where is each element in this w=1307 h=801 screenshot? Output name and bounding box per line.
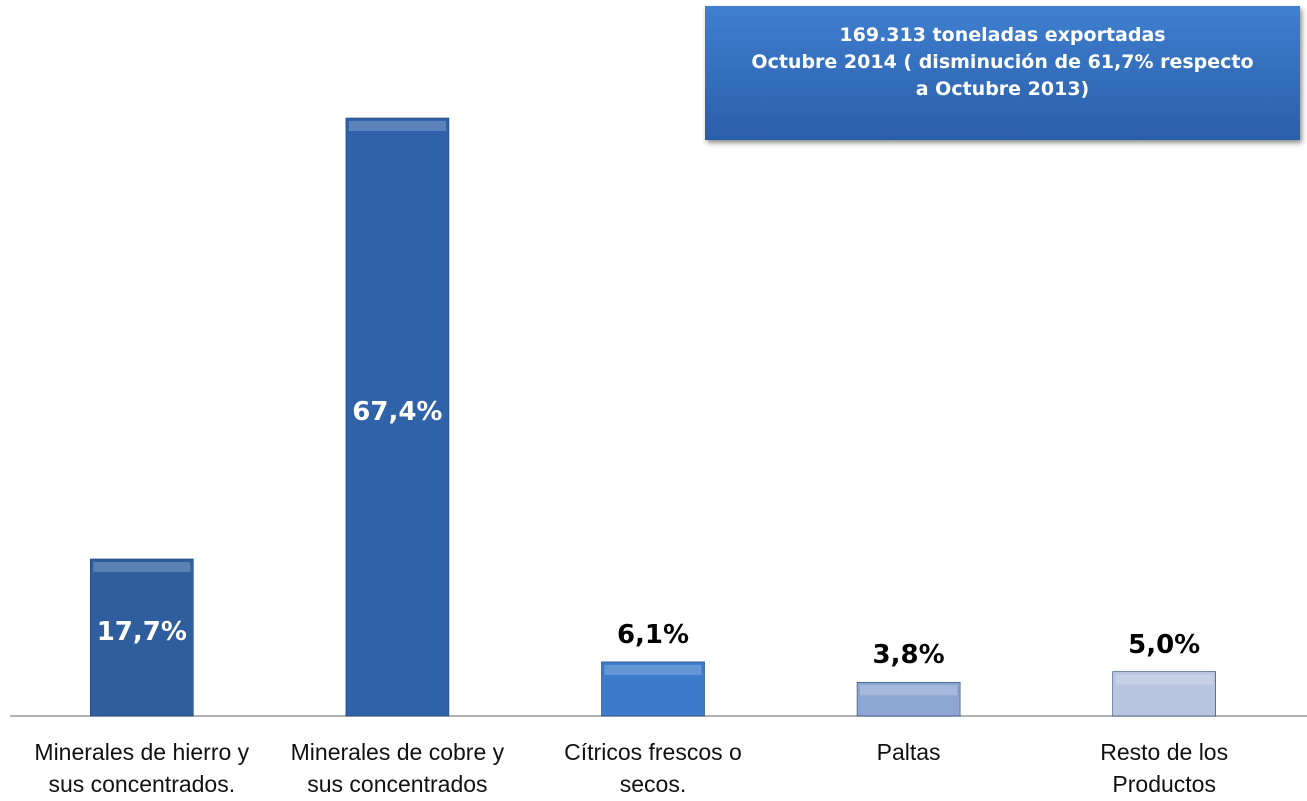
value-label: 17,7% <box>96 617 187 648</box>
bar <box>345 117 450 717</box>
value-label: 5,0% <box>1128 629 1201 660</box>
bar-bevel <box>348 121 446 131</box>
annotation-box: 169.313 toneladas exportadas Octubre 201… <box>705 6 1300 140</box>
bar-bevel <box>93 561 191 572</box>
bar <box>90 558 194 717</box>
bar <box>601 661 705 717</box>
annotation-line: a Octubre 2013) <box>915 78 1090 100</box>
value-label: 6,1% <box>616 619 690 650</box>
x-tick-label: Paltas <box>876 739 941 765</box>
bar <box>856 681 961 717</box>
x-tick-label: Cítricos frescos o secos. <box>564 739 742 797</box>
annotation-line: Octubre 2014 ( disminución de 61,7% resp… <box>751 51 1254 73</box>
bar <box>1112 671 1216 717</box>
x-tick-label: Minerales de hierro y sus concentrados. <box>34 739 250 797</box>
x-tick-label: Minerales de cobre y sus concentrados <box>290 739 505 797</box>
bar-bevel <box>860 685 958 696</box>
value-label: 3,8% <box>872 640 945 671</box>
value-label: 67,4% <box>352 397 443 427</box>
annotation-line: 169.313 toneladas exportadas <box>839 24 1166 46</box>
x-tick-label: Resto de los Productos <box>1100 739 1229 797</box>
bar-bevel <box>1115 674 1213 685</box>
bar-bevel <box>604 664 702 675</box>
